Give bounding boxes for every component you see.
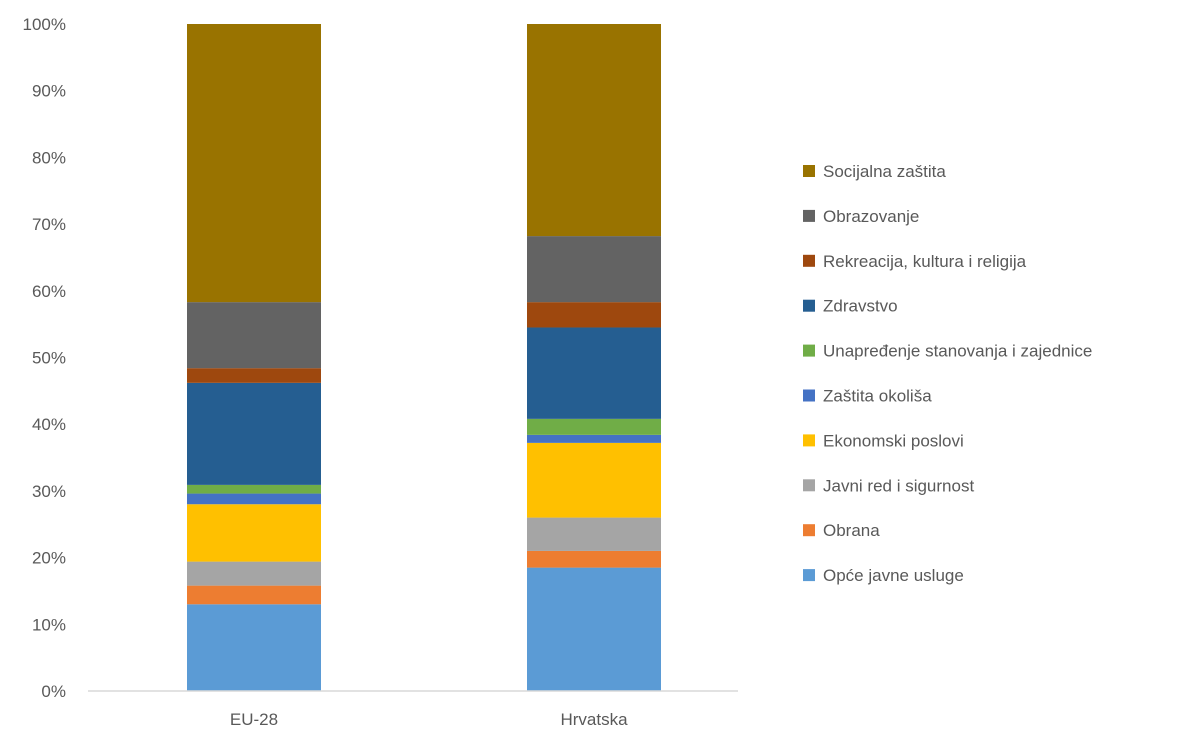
bar-segment	[187, 382, 321, 485]
bar-segment	[527, 418, 661, 435]
legend-label: Ekonomski poslovi	[823, 431, 964, 450]
bar-segment	[187, 24, 321, 303]
bar-segment	[187, 484, 321, 494]
bar-segment	[187, 561, 321, 586]
x-tick-label: Hrvatska	[560, 710, 628, 729]
legend-swatch	[803, 569, 815, 582]
y-tick-label: 30%	[32, 482, 66, 501]
y-tick-label: 90%	[32, 82, 66, 101]
bar-segment	[187, 368, 321, 383]
y-tick-label: 20%	[32, 549, 66, 568]
bar-segment	[187, 493, 321, 505]
y-tick-label: 0%	[41, 682, 66, 701]
bar-segment	[527, 434, 661, 443]
legend-swatch	[803, 299, 815, 312]
legend-label: Opće javne usluge	[823, 566, 964, 585]
y-axis-labels: 0% 10% 20% 30% 40% 50% 60% 70% 80% 90% 100%	[23, 15, 66, 701]
y-tick-label: 60%	[32, 282, 66, 301]
y-tick-label: 50%	[32, 349, 66, 368]
legend-label: Unapređenje stanovanja i zajednice	[823, 342, 1092, 361]
legend-label: Javni red i sigurnost	[823, 476, 974, 495]
bar-segment	[187, 604, 321, 691]
y-tick-label: 70%	[32, 215, 66, 234]
bar-segment	[527, 517, 661, 551]
legend-swatch	[803, 434, 815, 447]
bar-segment	[527, 24, 661, 237]
y-tick-label: 40%	[32, 415, 66, 434]
y-tick-label: 80%	[32, 148, 66, 167]
legend-swatch	[803, 254, 815, 267]
legend-label: Zdravstvo	[823, 297, 898, 316]
x-tick-label: EU-28	[230, 710, 278, 729]
legend: Socijalna zaštita Obrazovanje Rekreacija, …	[803, 162, 1092, 585]
bar-segment	[187, 585, 321, 605]
legend-swatch	[803, 389, 815, 402]
legend-label: Obrazovanje	[823, 207, 919, 226]
legend-label: Obrana	[823, 521, 880, 540]
legend-swatch	[803, 209, 815, 222]
legend-label: Zaštita okoliša	[823, 387, 932, 406]
legend-swatch	[803, 344, 815, 357]
bar-segment	[187, 302, 321, 369]
bars	[187, 24, 661, 691]
legend-swatch	[803, 524, 815, 537]
y-tick-label: 100%	[23, 15, 66, 34]
bar-segment	[527, 302, 661, 328]
bar-segment	[527, 567, 661, 691]
bar-segment	[187, 504, 321, 562]
legend-label: Rekreacija, kultura i religija	[823, 252, 1027, 271]
bar-segment	[527, 442, 661, 518]
x-axis-labels: EU-28 Hrvatska	[230, 710, 628, 729]
bar-segment	[527, 327, 661, 419]
legend-swatch	[803, 165, 815, 177]
bar-segment	[527, 236, 661, 303]
y-tick-label: 10%	[32, 615, 66, 634]
bar-segment	[527, 550, 661, 568]
legend-label: Socijalna zaštita	[823, 162, 946, 181]
legend-swatch	[803, 479, 815, 492]
